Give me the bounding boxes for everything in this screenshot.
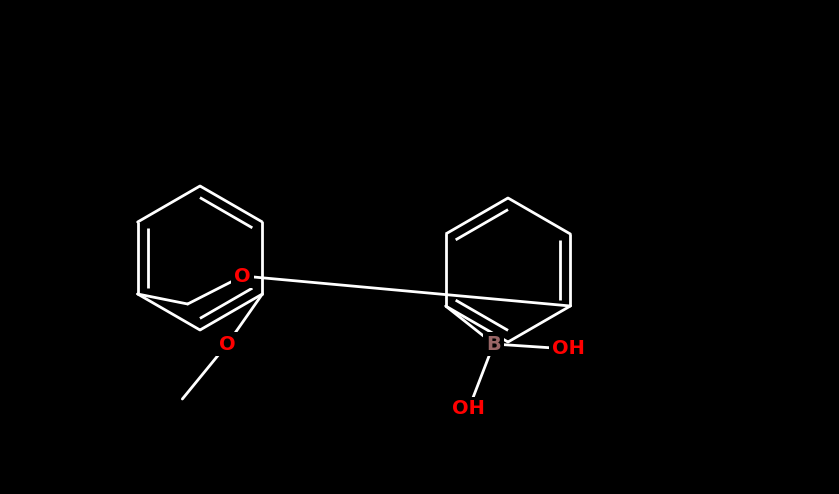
Text: O: O: [234, 266, 251, 286]
Text: O: O: [219, 334, 236, 354]
Text: OH: OH: [452, 400, 485, 418]
Text: B: B: [487, 334, 501, 354]
Text: OH: OH: [552, 339, 585, 359]
